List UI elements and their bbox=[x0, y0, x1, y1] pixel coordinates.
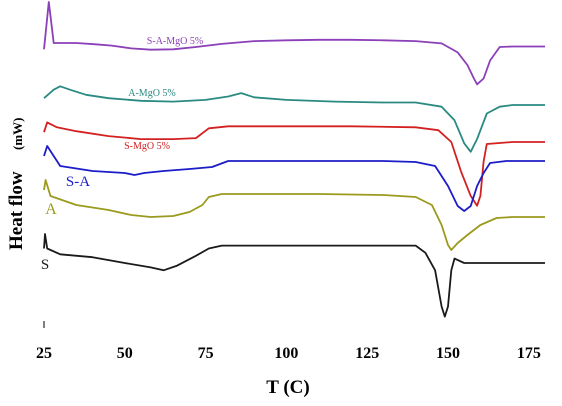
plot-area bbox=[43, 1, 545, 318]
y-axis-title: Heat flow bbox=[6, 171, 27, 250]
x-axis-ticks: 25 50 75 100 125 150 175 bbox=[36, 345, 541, 362]
x-axis-title: T (C) bbox=[266, 377, 309, 398]
series-line-s-mgo-5 bbox=[43, 121, 545, 207]
series-label-s-a: S-A bbox=[66, 174, 90, 190]
x-tick-label: 125 bbox=[355, 345, 379, 362]
series-line-s-a-mgo-5 bbox=[43, 1, 545, 86]
y-axis-title-group: Heat flow (mW) bbox=[6, 118, 27, 251]
series-label-s-a-mgo-5: S-A-MgO 5% bbox=[147, 36, 203, 47]
series-label-s-mgo-5: S-MgO 5% bbox=[124, 141, 170, 152]
x-tick-label: 25 bbox=[36, 345, 52, 362]
series-label-a: A bbox=[45, 201, 57, 218]
series-label-s: S bbox=[41, 257, 49, 273]
x-tick-label: 150 bbox=[436, 345, 460, 362]
series-labels: S-A-MgO 5% A-MgO 5% S-MgO 5% S-A A S bbox=[41, 36, 203, 273]
series-line-s-a bbox=[43, 145, 545, 212]
series-line-a bbox=[43, 179, 545, 251]
x-tick-label: 50 bbox=[117, 345, 133, 362]
series-label-a-mgo-5: A-MgO 5% bbox=[128, 88, 176, 99]
series-line-a-mgo-5 bbox=[43, 85, 545, 153]
x-tick-label: 75 bbox=[198, 345, 214, 362]
y-axis-unit: (mW) bbox=[10, 118, 25, 151]
x-tick-label: 100 bbox=[274, 345, 298, 362]
x-tick-label: 175 bbox=[517, 345, 541, 362]
series-line-s bbox=[43, 233, 545, 318]
